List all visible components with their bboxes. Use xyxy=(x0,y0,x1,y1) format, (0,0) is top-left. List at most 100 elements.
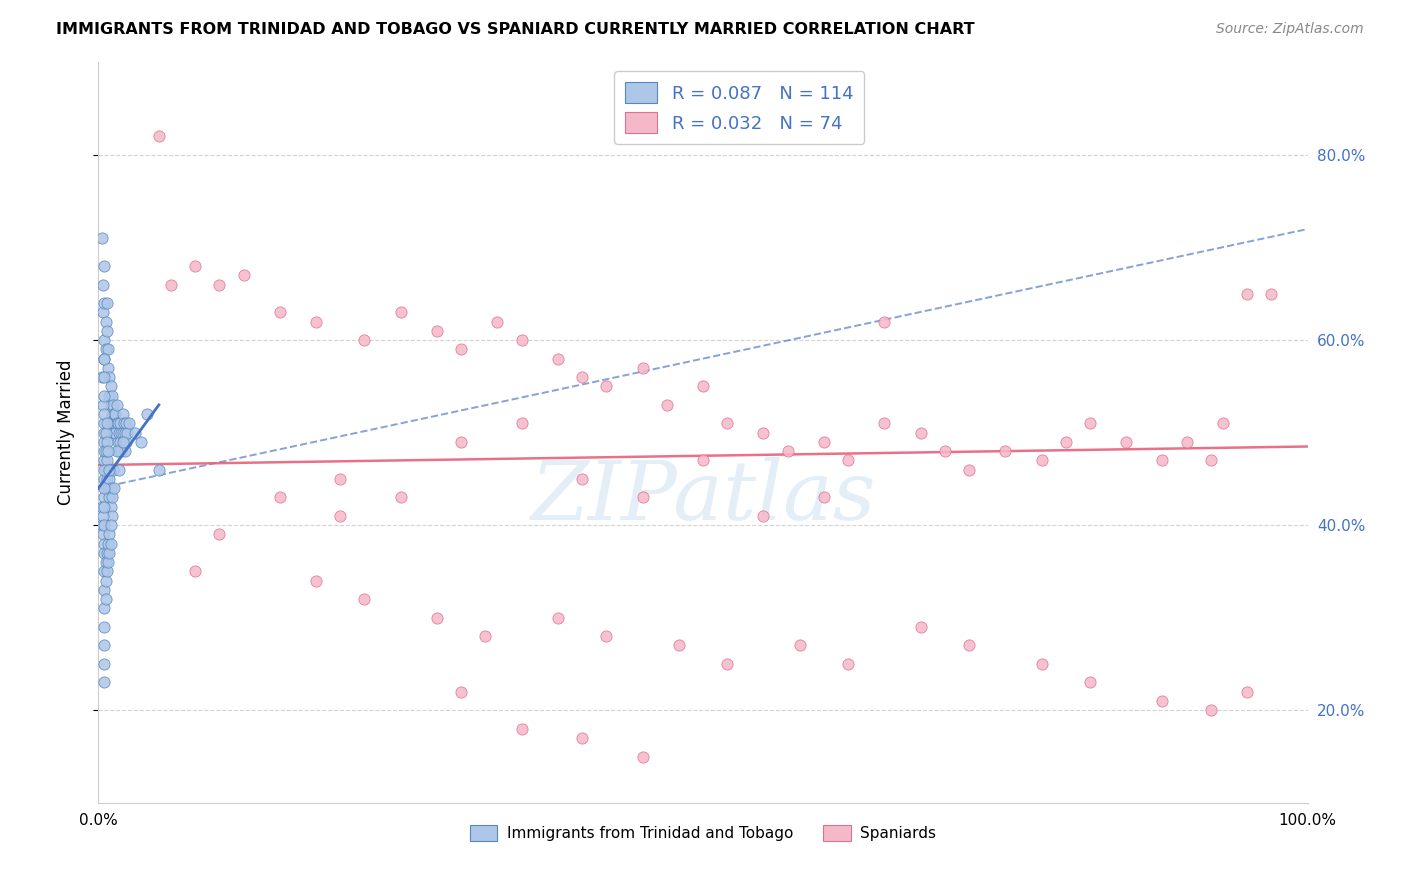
Point xyxy=(1260,286,1282,301)
Point xyxy=(208,527,231,541)
Point xyxy=(668,639,690,653)
Point xyxy=(107,417,129,431)
Point xyxy=(93,620,115,634)
Point xyxy=(957,639,980,653)
Point xyxy=(631,360,654,375)
Point xyxy=(93,351,115,366)
Point xyxy=(93,491,115,505)
Point xyxy=(957,462,980,476)
Point xyxy=(110,444,132,458)
Point xyxy=(105,398,128,412)
Point xyxy=(98,462,121,476)
Point xyxy=(97,462,120,476)
Point xyxy=(510,722,533,736)
Point xyxy=(104,407,127,421)
Point xyxy=(93,639,115,653)
Legend: Immigrants from Trinidad and Tobago, Spaniards: Immigrants from Trinidad and Tobago, Spa… xyxy=(464,819,942,847)
Point xyxy=(110,425,132,440)
Point xyxy=(91,527,114,541)
Point xyxy=(474,629,496,643)
Point xyxy=(93,565,115,579)
Point xyxy=(93,370,115,384)
Point xyxy=(114,425,136,440)
Point xyxy=(98,472,121,486)
Point xyxy=(232,268,254,283)
Point xyxy=(93,536,115,550)
Point xyxy=(100,398,122,412)
Point xyxy=(1212,417,1234,431)
Point xyxy=(100,417,122,431)
Point xyxy=(93,472,115,486)
Point xyxy=(97,536,120,550)
Point xyxy=(96,453,118,467)
Point xyxy=(117,425,139,440)
Point xyxy=(631,491,654,505)
Point xyxy=(160,277,183,292)
Point xyxy=(631,749,654,764)
Point xyxy=(94,481,117,495)
Point xyxy=(97,555,120,569)
Point xyxy=(426,324,449,338)
Point xyxy=(547,610,569,624)
Point xyxy=(692,453,714,467)
Point xyxy=(148,129,170,144)
Point xyxy=(1236,286,1258,301)
Point xyxy=(108,444,131,458)
Point xyxy=(934,444,956,458)
Point xyxy=(813,491,835,505)
Point xyxy=(93,434,115,449)
Point xyxy=(118,417,141,431)
Point xyxy=(305,574,328,588)
Point xyxy=(837,453,859,467)
Point xyxy=(94,592,117,607)
Point xyxy=(486,314,509,328)
Point xyxy=(103,407,125,421)
Point xyxy=(93,546,115,560)
Point xyxy=(93,500,115,514)
Point xyxy=(96,417,118,431)
Point xyxy=(98,388,121,402)
Point xyxy=(98,546,121,560)
Point xyxy=(1175,434,1198,449)
Point xyxy=(91,277,114,292)
Y-axis label: Currently Married: Currently Married xyxy=(56,359,75,506)
Point xyxy=(98,491,121,505)
Point xyxy=(93,407,115,421)
Point xyxy=(910,620,932,634)
Point xyxy=(94,314,117,328)
Point xyxy=(129,434,152,449)
Point xyxy=(91,500,114,514)
Point xyxy=(571,472,593,486)
Point xyxy=(994,444,1017,458)
Point xyxy=(112,417,135,431)
Point xyxy=(112,434,135,449)
Point xyxy=(101,398,124,412)
Point xyxy=(101,417,124,431)
Point xyxy=(111,425,134,440)
Point xyxy=(93,675,115,690)
Point xyxy=(184,565,207,579)
Point xyxy=(100,407,122,421)
Point xyxy=(329,472,352,486)
Point xyxy=(115,434,138,449)
Point xyxy=(91,305,114,319)
Point xyxy=(426,610,449,624)
Point xyxy=(837,657,859,671)
Point xyxy=(752,425,775,440)
Point xyxy=(1152,453,1174,467)
Point xyxy=(752,508,775,523)
Point xyxy=(94,343,117,357)
Point xyxy=(450,685,472,699)
Text: ZIPatlas: ZIPatlas xyxy=(530,458,876,537)
Point xyxy=(94,555,117,569)
Point xyxy=(107,434,129,449)
Point xyxy=(148,462,170,476)
Point xyxy=(692,379,714,393)
Point xyxy=(450,343,472,357)
Point xyxy=(1078,417,1101,431)
Point xyxy=(93,582,115,597)
Point xyxy=(108,425,131,440)
Point xyxy=(93,259,115,273)
Point xyxy=(100,388,122,402)
Point xyxy=(910,425,932,440)
